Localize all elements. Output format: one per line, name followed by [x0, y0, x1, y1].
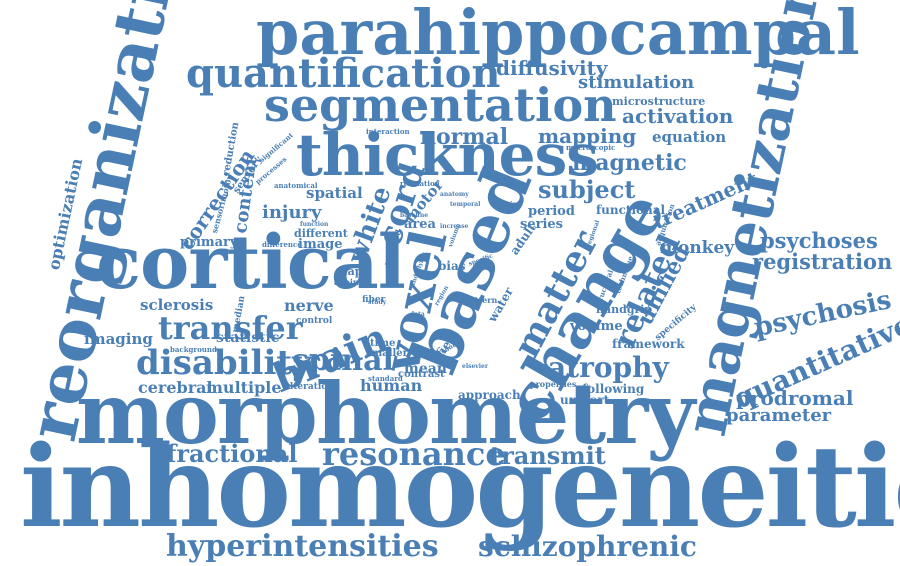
word-area: area — [404, 217, 436, 232]
word-mean: mean — [404, 361, 447, 377]
word-diffusivity: diffusivity — [496, 56, 608, 80]
word-function: function — [300, 221, 329, 228]
word-handgrip: handgrip — [596, 303, 653, 316]
word-hyperintensities: hyperintensities — [166, 529, 439, 564]
word-subject: subject — [538, 175, 636, 204]
word-map: map — [336, 265, 363, 278]
word-ageing: ageing — [334, 277, 365, 287]
word-unicort: unicort — [560, 393, 610, 407]
word-statistic: statistic — [216, 330, 280, 346]
word-primary: primary — [180, 235, 238, 250]
word-cortical: cortical — [96, 220, 406, 306]
word-relaxation: relaxation — [400, 179, 440, 188]
word-parameter: parameter — [726, 405, 832, 426]
word-registration: registration — [752, 249, 893, 274]
word-activation: activation — [622, 104, 734, 128]
word-anatomy: anatomy — [440, 191, 469, 198]
word-elsevier: elsevier — [462, 363, 489, 370]
word-following: following — [582, 382, 645, 396]
word-nerve: nerve — [284, 296, 334, 315]
word-monkey: monkey — [660, 238, 735, 258]
word-cerebral: cerebral — [138, 378, 213, 397]
word-segmentation: segmentation — [264, 78, 617, 132]
word-human: human — [360, 376, 423, 395]
word-schizophrenic: schizophrenic — [478, 530, 697, 563]
word-difference: difference — [262, 240, 302, 249]
word-standard: standard — [368, 374, 403, 383]
word-macroscopic: macroscopic — [566, 143, 616, 152]
word-psychoses: psychoses — [760, 228, 878, 253]
word-increase: increase — [440, 223, 469, 230]
word-injury: injury — [262, 202, 322, 223]
word-properties: properties — [530, 379, 577, 389]
word-quantification: quantification — [186, 50, 501, 97]
word-spinal: spinal — [292, 343, 394, 378]
word-thickness: thickness — [296, 121, 599, 189]
word-transmit: transmit — [490, 441, 606, 470]
word-alteration: alteration — [284, 382, 334, 392]
word-approach: approach — [458, 388, 521, 402]
word-period: period — [528, 204, 575, 219]
word-prodromal: prodromal — [736, 386, 854, 410]
word-imaging: imaging — [84, 330, 153, 348]
word-pattern: pattern — [464, 295, 498, 305]
word-study: study — [368, 299, 387, 306]
word-disability: disability — [136, 343, 312, 383]
word-functional: functional — [596, 203, 666, 217]
word-microstructure: microstructure — [612, 95, 706, 108]
word-inhomogeneities: inhomogeneities — [20, 422, 900, 553]
word-image: image — [298, 237, 343, 252]
word-different: different — [294, 227, 348, 240]
word-volume: volume — [570, 319, 623, 334]
word-background: background — [170, 345, 217, 354]
word-magnetic: magnetic — [572, 150, 687, 176]
word-interaction: interaction — [366, 127, 410, 136]
word-time: time — [370, 338, 396, 349]
word-series: series — [520, 217, 563, 232]
word-atrophy: atrophy — [548, 351, 669, 384]
word-sclerosis: sclerosis — [140, 296, 214, 314]
word-normal: normal — [420, 124, 509, 150]
word-multiple: multiple — [206, 378, 282, 397]
word-anatomical: anatomical — [274, 181, 318, 190]
word-stimulation: stimulation — [578, 72, 695, 93]
word-equation: equation — [652, 128, 727, 146]
word-data: data — [410, 311, 425, 318]
word-temporal: temporal — [450, 201, 481, 208]
word-bias: bias — [438, 259, 466, 273]
word-framework: framework — [612, 337, 685, 351]
word-parahippocampal: parahippocampal — [256, 0, 860, 69]
word-transfer: transfer — [158, 309, 303, 347]
word-resonance: resonance — [322, 435, 506, 473]
word-smaller: smaller — [366, 348, 408, 359]
word-cervical: cervical — [496, 201, 523, 208]
word-control: control — [296, 316, 333, 326]
word-morphometry: morphometry — [76, 364, 695, 463]
word-contrast: contrast — [398, 369, 445, 380]
word-spatial: spatial — [306, 184, 363, 202]
word-fiber: fiber — [362, 295, 386, 305]
word-baseline: baseline — [400, 212, 429, 219]
word-fractional: fractional — [166, 439, 298, 468]
word-mapping: mapping — [538, 124, 637, 148]
